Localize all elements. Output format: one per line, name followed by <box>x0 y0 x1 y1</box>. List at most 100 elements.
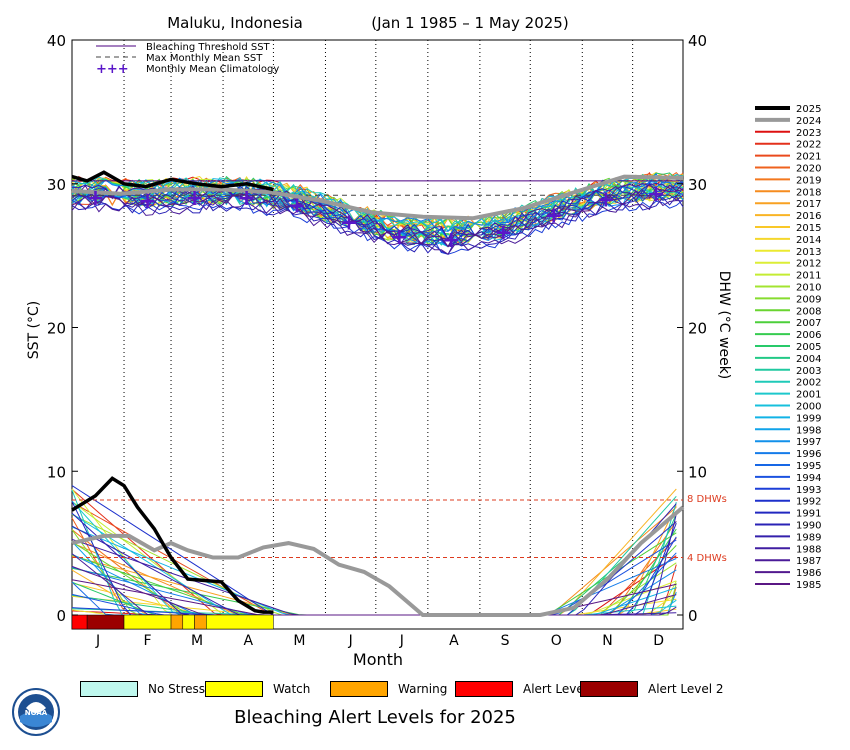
year-legend-label: 2023 <box>796 128 821 139</box>
month-tick-label: A <box>243 633 253 649</box>
alert-legend-no-stress: No Stress <box>80 680 205 698</box>
right-tick-label: 40 <box>688 32 707 50</box>
year-legend-label: 2004 <box>796 354 821 365</box>
year-legend-label: 2018 <box>796 187 821 198</box>
year-legend-label: 1996 <box>796 449 821 460</box>
climatology-marker: + <box>545 203 563 228</box>
climatology-marker: + <box>86 186 104 211</box>
right-axis-label: DHW (°C week) <box>716 271 732 380</box>
year-legend-label: 1986 <box>796 568 821 579</box>
year-legend-label: 2011 <box>796 271 821 282</box>
year-legend-label: 2010 <box>796 283 821 294</box>
alert-strip-segment <box>123 614 172 630</box>
year-legend-label: 2002 <box>796 378 821 389</box>
month-tick-label: O <box>551 633 562 649</box>
alert-strip-segment <box>194 614 207 630</box>
year-legend-label: 2022 <box>796 140 821 151</box>
alert-legend-alert1: Alert Level 1 <box>455 680 599 698</box>
right-tick-label: 20 <box>688 320 707 338</box>
sst-year-line <box>71 187 684 248</box>
highlighted-years <box>71 170 685 617</box>
alert-level-legend: No Stress Watch Warning Alert Level 1 Al… <box>0 680 850 700</box>
year-legend-label: 1985 <box>796 580 821 591</box>
alert-strip-segment <box>182 614 195 630</box>
month-tick-label: J <box>399 633 404 649</box>
left-tick-label: 30 <box>47 176 66 194</box>
year-legend-label: 2013 <box>796 247 821 258</box>
watch-swatch <box>205 681 263 697</box>
dhw-line-2025 <box>71 476 274 614</box>
alert2-label: Alert Level 2 <box>648 682 724 696</box>
month-tick-label: D <box>653 633 664 649</box>
year-legend-label: 2025 <box>796 104 821 115</box>
sst-year-line <box>71 187 684 248</box>
chart-title-period: (Jan 1 1985 – 1 May 2025) <box>371 14 568 32</box>
legend-climatology-swatch: +++ <box>96 62 129 77</box>
year-legend-label: 2007 <box>796 318 821 329</box>
year-legend-label: 2017 <box>796 199 821 210</box>
alert-strip-segment <box>206 614 274 630</box>
climatology-marker: + <box>494 221 512 246</box>
climatology-marker: + <box>288 193 306 218</box>
alert2-swatch <box>580 681 638 697</box>
year-legend-label: 2015 <box>796 223 821 234</box>
year-legend-label: 2000 <box>796 402 821 413</box>
noaa-logo-wave <box>20 711 52 727</box>
alert1-swatch <box>455 681 513 697</box>
alert-legend-alert2: Alert Level 2 <box>580 680 724 698</box>
year-legend-label: 1995 <box>796 461 821 472</box>
warning-label: Warning <box>398 682 448 696</box>
axis-ticks: 40 40 30 30 20 20 10 10 0 0 J F M A M J J A S O N D <box>47 32 707 649</box>
left-tick-label: 40 <box>47 32 66 50</box>
alert-legend-warning: Warning <box>330 680 447 698</box>
dhw-line-2024 <box>71 505 685 617</box>
year-legend-label: 2016 <box>796 211 821 222</box>
month-tick-label: S <box>501 633 510 649</box>
alert-level-strip <box>71 614 274 630</box>
year-legend-label: 2020 <box>796 164 821 175</box>
year-legend-label: 2006 <box>796 330 821 341</box>
year-legend-label: 1992 <box>796 497 821 508</box>
chart-title-location: Maluku, Indonesia <box>167 14 303 32</box>
year-legend-label: 2014 <box>796 235 821 246</box>
year-legend-label: 1990 <box>796 521 821 532</box>
legend-climatology-label: Monthly Mean Climatology <box>146 64 279 75</box>
year-legend-label: 1991 <box>796 509 821 520</box>
left-tick-label: 20 <box>47 320 66 338</box>
month-tick-label: M <box>293 633 305 649</box>
year-legend-label: 1993 <box>796 485 821 496</box>
dhw-4-label: 4 DHWs <box>687 553 727 564</box>
alert1-label: Alert Level 1 <box>523 682 599 696</box>
month-tick-label: A <box>449 633 459 649</box>
footer-title: Bleaching Alert Levels for 2025 <box>234 707 516 728</box>
year-legend-label: 2012 <box>796 259 821 270</box>
dhw-8-label: 8 DHWs <box>687 494 727 505</box>
year-legend-label: 2001 <box>796 390 821 401</box>
climatology-marker: + <box>237 186 255 211</box>
climatology-markers: + + + + + + + + + + + + <box>86 182 665 253</box>
legend-mmm-label: Max Monthly Mean SST <box>146 53 263 64</box>
no-stress-label: No Stress <box>148 682 206 696</box>
year-legend-label: 2021 <box>796 152 821 163</box>
alert-strip-segment <box>86 614 125 630</box>
year-legend-label: 1999 <box>796 413 821 424</box>
climatology-marker: + <box>185 186 203 211</box>
noaa-logo-text: NOAA <box>25 709 48 717</box>
noaa-logo: NOAA <box>12 688 60 736</box>
month-tick-label: J <box>95 633 100 649</box>
right-tick-label: 10 <box>688 463 707 481</box>
climatology-marker: + <box>390 225 408 250</box>
legend-threshold-label: Bleaching Threshold SST <box>146 42 271 53</box>
climatology-marker: + <box>647 182 665 207</box>
year-legend-label: 2003 <box>796 366 821 377</box>
year-legend-label: 2008 <box>796 306 821 317</box>
watch-label: Watch <box>273 682 311 696</box>
climatology-marker: + <box>138 189 156 214</box>
month-tick-label: F <box>144 633 152 649</box>
year-legend-label: 1989 <box>796 532 821 543</box>
climatology-marker: + <box>442 228 460 253</box>
sst-line-2025 <box>71 170 274 192</box>
plot-legend: Bleaching Threshold SST Max Monthly Mean… <box>96 42 279 77</box>
month-tick-label: N <box>602 633 612 649</box>
